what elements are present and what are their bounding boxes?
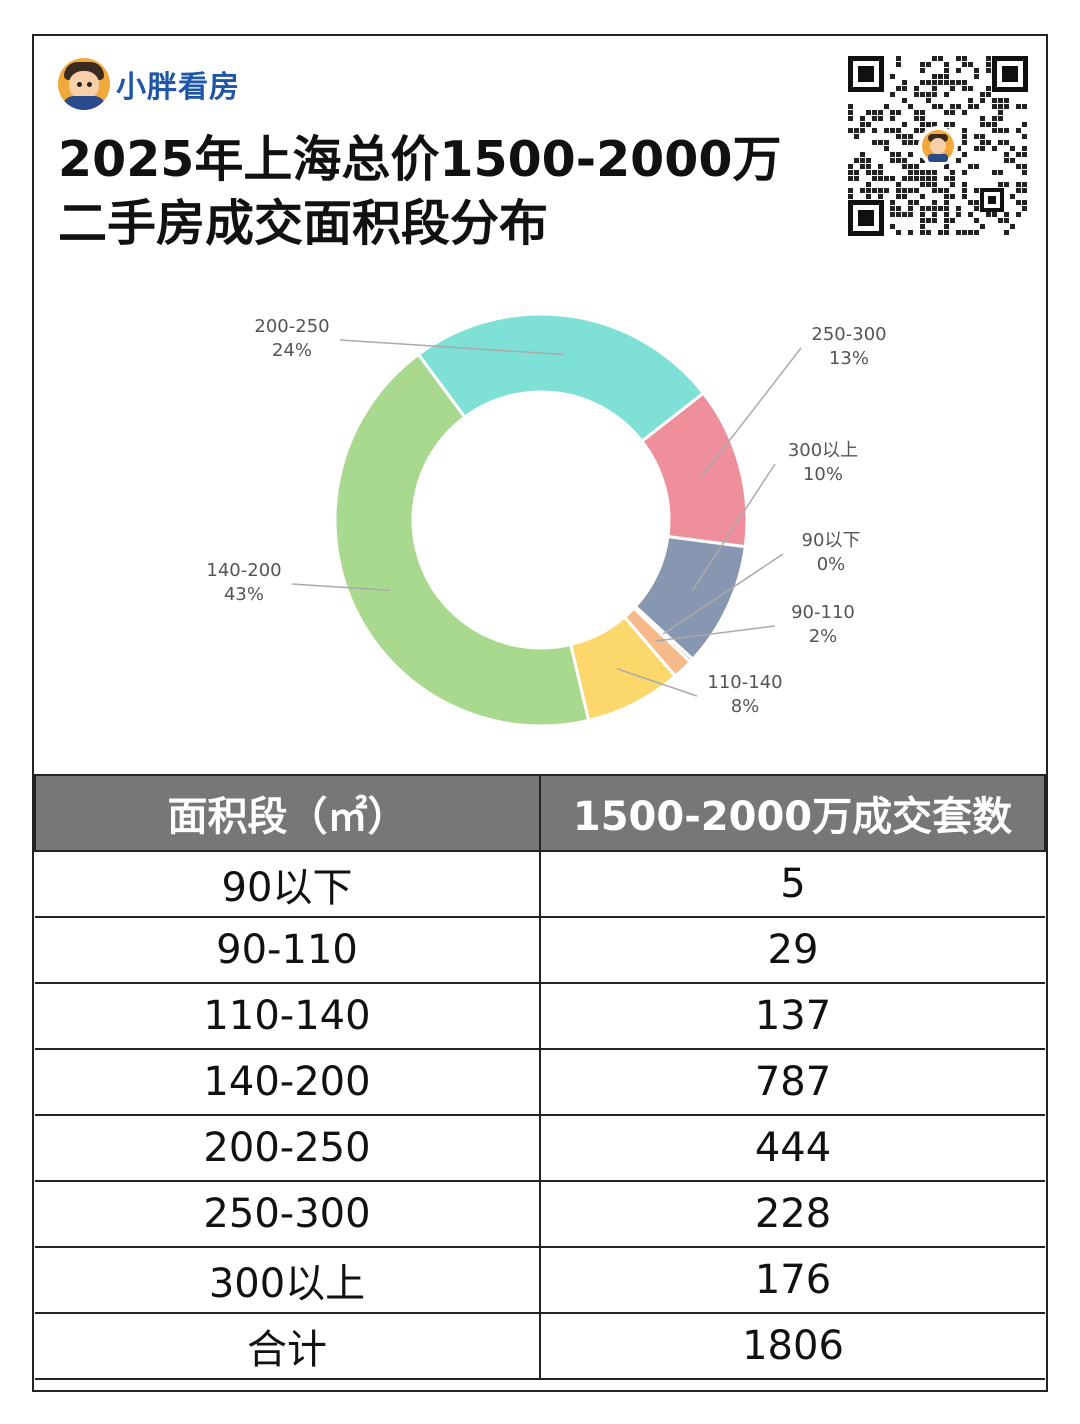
slice-label-percent: 13%	[829, 348, 869, 369]
cell-count: 228	[539, 1180, 1045, 1248]
cell-count: 1806	[539, 1312, 1045, 1380]
leader-line	[291, 583, 390, 592]
table-row: 200-250 444	[35, 1114, 1045, 1182]
cell-count: 787	[539, 1048, 1045, 1116]
brand-name: 小胖看房	[116, 70, 240, 105]
data-table: 面积段（㎡） 1500-2000万成交套数 90以下 5 90-110 29 110…	[34, 774, 1046, 1380]
slice-140-200	[333, 352, 591, 728]
avatar-icon	[58, 58, 110, 110]
cell-area: 90-110	[35, 916, 540, 984]
slice-label-category: 300以上	[788, 440, 858, 461]
cell-count: 5	[539, 850, 1045, 918]
table-row: 110-140 137	[35, 982, 1045, 1050]
cell-area: 90以下	[35, 850, 540, 918]
infographic-card: 小胖看房 2025年上海总价1500-2000万 二手房成交面积段分布 250-…	[32, 34, 1048, 1392]
table-row: 90-110 29	[35, 916, 1045, 984]
slice-label-percent: 0%	[817, 554, 846, 575]
header-area: 面积段（㎡）	[34, 774, 541, 852]
leader-line	[662, 553, 784, 635]
slice-label-category: 140-200	[206, 560, 281, 581]
leader-line	[701, 347, 802, 477]
brand-logo: 小胖看房	[58, 56, 240, 112]
leader-line	[691, 463, 776, 591]
table-header-row: 面积段（㎡） 1500-2000万成交套数	[34, 774, 1046, 852]
leader-line	[339, 339, 564, 356]
table-row-total: 合计 1806	[35, 1312, 1045, 1380]
leader-line	[616, 668, 698, 697]
slice-label-percent: 43%	[224, 584, 264, 605]
slice-label-percent: 10%	[803, 464, 843, 485]
cell-area: 250-300	[35, 1180, 540, 1248]
slice-label-percent: 2%	[809, 626, 838, 647]
cell-area: 140-200	[35, 1048, 540, 1116]
slice-label-category: 90-110	[791, 602, 855, 623]
table-row: 90以下 5	[35, 850, 1045, 918]
title-line-1: 2025年上海总价1500-2000万	[58, 131, 782, 188]
cell-area: 合计	[35, 1312, 540, 1380]
page-title: 2025年上海总价1500-2000万 二手房成交面积段分布	[58, 128, 818, 256]
header-count: 1500-2000万成交套数	[539, 774, 1046, 852]
cell-count: 176	[539, 1246, 1045, 1314]
donut-chart: 250-300 13% 300以上 10% 90以下 0% 90-110 2% 110-140 8…	[206, 312, 887, 728]
cell-count: 137	[539, 982, 1045, 1050]
slice-label-category: 250-300	[811, 324, 886, 345]
cell-count: 444	[539, 1114, 1045, 1182]
cell-area: 110-140	[35, 982, 540, 1050]
table-row: 250-300 228	[35, 1180, 1045, 1248]
cell-area: 300以上	[35, 1246, 540, 1314]
slice-label-percent: 24%	[272, 340, 312, 361]
slice-label-category: 200-250	[254, 316, 329, 337]
slice-label-category: 90以下	[802, 530, 861, 551]
slice-label-percent: 8%	[731, 696, 760, 717]
table-row: 300以上 176	[35, 1246, 1045, 1314]
qr-code-icon	[848, 56, 1028, 236]
cell-area: 200-250	[35, 1114, 540, 1182]
title-line-2: 二手房成交面积段分布	[58, 195, 549, 252]
table-row: 140-200 787	[35, 1048, 1045, 1116]
slice-label-category: 110-140	[707, 672, 782, 693]
slice-200-250	[416, 312, 706, 444]
leader-line	[656, 625, 776, 642]
cell-count: 29	[539, 916, 1045, 984]
